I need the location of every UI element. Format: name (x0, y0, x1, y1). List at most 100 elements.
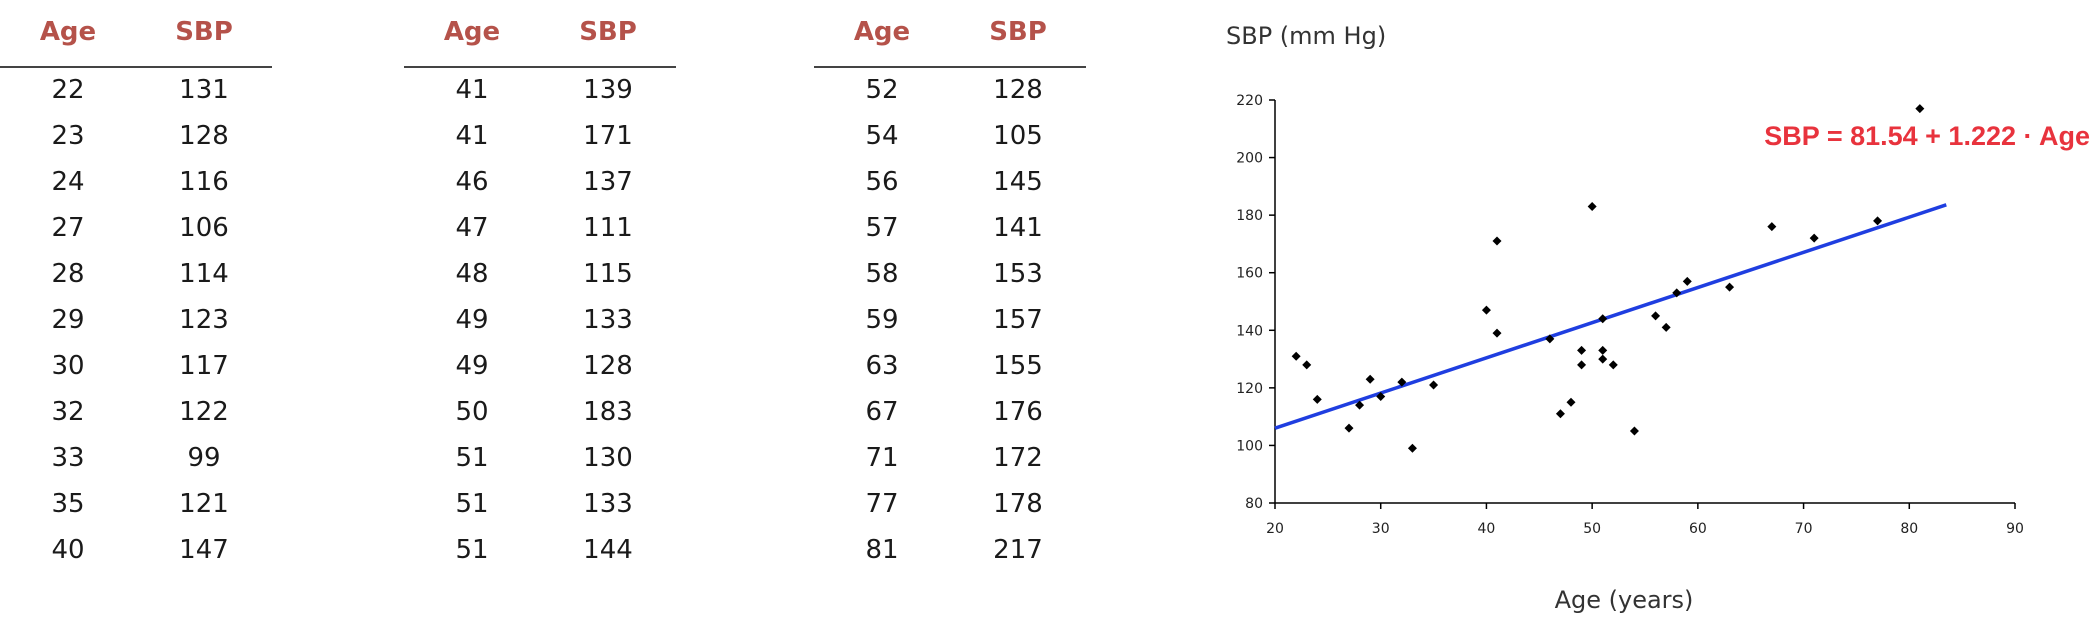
data-point (1629, 426, 1639, 436)
cell-sbp: 172 (993, 443, 1043, 473)
header-age: Age (39, 17, 97, 47)
cell-sbp: 141 (993, 213, 1043, 243)
cell-sbp: 99 (187, 443, 221, 473)
data-point (1397, 377, 1407, 387)
table-row: 41 139 (404, 68, 676, 114)
cell-sbp: 128 (583, 351, 633, 381)
cell-sbp: 133 (583, 489, 633, 519)
cell-age: 35 (51, 489, 85, 519)
data-table-3: Age SBP 52 128 54 105 56 145 57 141 58 153 59… (814, 0, 1086, 574)
data-table-2: Age SBP 41 139 41 171 46 137 47 111 48 115 49… (404, 0, 676, 574)
table-row: 51 144 (404, 528, 676, 574)
cell-sbp: 117 (179, 351, 229, 381)
cell-sbp: 155 (993, 351, 1043, 381)
data-point (1344, 423, 1354, 433)
data-point (1407, 443, 1417, 453)
cell-age: 58 (865, 259, 899, 289)
table-row: 59 157 (814, 298, 1086, 344)
x-tick-label: 20 (1266, 521, 1284, 537)
cell-age: 71 (865, 443, 899, 473)
header-age: Age (853, 17, 911, 47)
cell-age: 57 (865, 213, 899, 243)
y-tick-label: 200 (1236, 151, 1263, 167)
table-row: 51 130 (404, 436, 676, 482)
y-tick-label: 120 (1236, 381, 1263, 397)
y-axis-title: SBP (mm Hg) (1226, 22, 1386, 50)
cell-age: 59 (865, 305, 899, 335)
table-header: Age SBP (0, 0, 272, 68)
y-tick-label: 180 (1236, 208, 1263, 224)
cell-age: 22 (51, 75, 85, 105)
x-ticks: 20 30 40 50 60 70 80 90 (1266, 503, 2024, 537)
x-tick-label: 90 (2006, 521, 2024, 537)
cell-age: 52 (865, 75, 899, 105)
cell-age: 24 (51, 167, 85, 197)
data-point (1555, 409, 1565, 419)
x-tick-label: 40 (1478, 521, 1496, 537)
cell-age: 54 (865, 121, 899, 151)
y-ticks: 80 100 120 140 160 180 200 220 (1236, 93, 1275, 512)
y-tick-label: 140 (1236, 323, 1263, 339)
y-tick-label: 220 (1236, 93, 1263, 109)
table-row: 67 176 (814, 390, 1086, 436)
data-point (1376, 391, 1386, 401)
x-axis-title: Age (years) (1555, 586, 1694, 614)
cell-sbp: 130 (583, 443, 633, 473)
y-tick-label: 80 (1245, 496, 1263, 512)
table-row: 40 147 (0, 528, 272, 574)
table-header: Age SBP (814, 0, 1086, 68)
header-sbp: SBP (579, 17, 637, 47)
table-row: 48 115 (404, 252, 676, 298)
cell-sbp: 217 (993, 535, 1043, 565)
table-row: 29 123 (0, 298, 272, 344)
data-point (1291, 351, 1301, 361)
data-point (1577, 360, 1587, 370)
data-point (1915, 104, 1925, 114)
table-row: 77 178 (814, 482, 1086, 528)
x-tick-label: 60 (1689, 521, 1707, 537)
data-point (1598, 345, 1608, 355)
cell-age: 50 (455, 397, 489, 427)
data-point (1809, 233, 1819, 243)
table-row: 52 128 (814, 68, 1086, 114)
data-point (1873, 216, 1883, 226)
x-tick-label: 70 (1795, 521, 1813, 537)
table-row: 54 105 (814, 114, 1086, 160)
cell-age: 56 (865, 167, 899, 197)
table-row: 49 133 (404, 298, 676, 344)
table-row: 35 121 (0, 482, 272, 528)
cell-age: 40 (51, 535, 85, 565)
data-points (1291, 104, 1925, 453)
table-row: 27 106 (0, 206, 272, 252)
data-point (1725, 282, 1735, 292)
table-row: 30 117 (0, 344, 272, 390)
cell-sbp: 171 (583, 121, 633, 151)
table-row: 22 131 (0, 68, 272, 114)
data-point (1577, 345, 1587, 355)
cell-sbp: 145 (993, 167, 1043, 197)
scatter-chart: SBP (mm Hg) Age (years) 80 100 120 140 160 18… (1226, 22, 2090, 614)
cell-sbp: 133 (583, 305, 633, 335)
cell-sbp: 183 (583, 397, 633, 427)
table-row: 32 122 (0, 390, 272, 436)
cell-age: 33 (51, 443, 85, 473)
table-row: 57 141 (814, 206, 1086, 252)
table-row: 81 217 (814, 528, 1086, 574)
cell-sbp: 178 (993, 489, 1043, 519)
cell-age: 41 (455, 75, 489, 105)
table-row: 51 133 (404, 482, 676, 528)
cell-age: 51 (455, 443, 489, 473)
cell-age: 51 (455, 489, 489, 519)
cell-age: 49 (455, 351, 489, 381)
regression-line (1274, 203, 1947, 430)
data-point (1598, 314, 1608, 324)
table-row: 49 128 (404, 344, 676, 390)
table-row: 24 116 (0, 160, 272, 206)
cell-sbp: 122 (179, 397, 229, 427)
cell-sbp: 116 (179, 167, 229, 197)
data-point (1365, 374, 1375, 384)
axes (1274, 100, 2015, 504)
x-tick-label: 80 (1900, 521, 1918, 537)
data-point (1682, 276, 1692, 286)
data-point (1545, 334, 1555, 344)
